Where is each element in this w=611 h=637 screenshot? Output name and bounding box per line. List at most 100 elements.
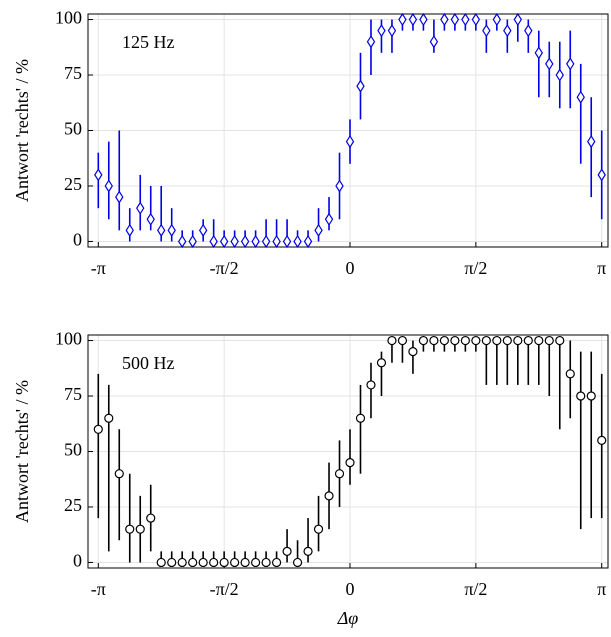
data-point	[418, 335, 429, 346]
data-point	[209, 234, 218, 249]
data-point	[198, 223, 208, 237]
data-point	[146, 513, 156, 523]
data-point	[492, 12, 502, 27]
data-point	[115, 190, 124, 204]
x-tick-label: π/2	[464, 258, 487, 278]
data-point	[324, 491, 334, 501]
data-point	[303, 546, 313, 556]
data-point	[387, 24, 397, 38]
data-point	[429, 335, 439, 346]
data-point	[240, 234, 250, 249]
data-point	[93, 424, 103, 434]
data-point	[136, 201, 145, 215]
data-point	[555, 335, 565, 346]
data-point	[177, 557, 187, 568]
data-point	[345, 457, 355, 468]
data-point	[356, 79, 365, 93]
data-point	[597, 168, 606, 182]
data-point	[146, 212, 155, 226]
y-tick-label: 50	[64, 440, 82, 460]
data-point	[439, 335, 449, 346]
data-point	[471, 335, 481, 346]
data-point	[481, 335, 491, 346]
data-point	[219, 234, 229, 249]
annotation: 500 Hz	[122, 353, 175, 373]
data-point	[450, 335, 460, 346]
axes-frame	[87, 334, 609, 569]
data-point	[345, 134, 355, 149]
data-point	[240, 557, 250, 568]
y-tick-label: 0	[73, 230, 82, 250]
data-point	[461, 12, 470, 27]
data-point	[94, 168, 103, 182]
data-point	[209, 557, 219, 568]
data-point	[335, 179, 344, 193]
data-point	[313, 524, 324, 534]
data-point	[524, 24, 533, 38]
annotation: 125 Hz	[122, 32, 175, 52]
data-point	[157, 223, 166, 237]
data-point	[377, 24, 386, 38]
data-point	[230, 557, 240, 568]
y-tick-label: 75	[64, 63, 82, 83]
data-point	[261, 234, 271, 249]
data-point	[534, 46, 544, 60]
data-point	[366, 380, 376, 390]
data-point	[440, 12, 449, 27]
data-point	[271, 557, 282, 568]
data-point	[566, 57, 575, 71]
data-point	[397, 335, 408, 346]
data-point	[125, 223, 134, 237]
data-point	[188, 234, 197, 249]
data-point	[376, 358, 387, 368]
data-point	[565, 369, 575, 379]
data-point	[502, 335, 512, 346]
data-point	[555, 68, 564, 82]
data-point	[198, 557, 208, 568]
data-point	[251, 234, 260, 249]
data-point	[482, 24, 491, 38]
data-point	[125, 524, 135, 534]
y-tick-label: 100	[55, 329, 82, 349]
data-point	[545, 57, 554, 71]
data-point	[135, 524, 145, 534]
y-tick-label: 25	[64, 174, 82, 194]
data-point	[523, 335, 533, 346]
data-point	[544, 335, 554, 346]
data-point	[188, 557, 198, 568]
x-axis-label: Δφ	[337, 608, 359, 628]
y-tick-label: 0	[73, 551, 82, 571]
x-tick-label: -π/2	[210, 258, 239, 278]
x-tick-label: π	[597, 579, 606, 599]
data-point	[156, 557, 166, 568]
data-point	[167, 223, 176, 237]
y-tick-label: 25	[64, 495, 82, 515]
data-point	[597, 435, 607, 446]
y-tick-label: 100	[55, 8, 82, 28]
x-tick-label: π	[597, 258, 606, 278]
data-point	[586, 391, 596, 401]
data-point	[419, 12, 428, 27]
x-tick-label: 0	[346, 579, 355, 599]
data-point	[387, 335, 397, 346]
data-point	[167, 557, 177, 568]
data-point	[293, 234, 302, 249]
data-point	[282, 234, 292, 249]
data-point	[398, 12, 407, 27]
data-point	[366, 35, 376, 49]
data-point	[272, 234, 281, 249]
data-point	[492, 335, 502, 346]
data-point	[471, 12, 481, 27]
data-point	[324, 212, 334, 226]
x-tick-label: 0	[346, 258, 355, 278]
data-point	[429, 35, 439, 49]
data-point	[282, 546, 292, 556]
x-tick-label: π/2	[464, 579, 487, 599]
data-point	[261, 557, 271, 568]
data-point	[251, 557, 261, 568]
data-point	[587, 134, 596, 149]
data-point	[408, 347, 418, 357]
data-point	[292, 557, 303, 568]
data-point	[355, 413, 366, 423]
